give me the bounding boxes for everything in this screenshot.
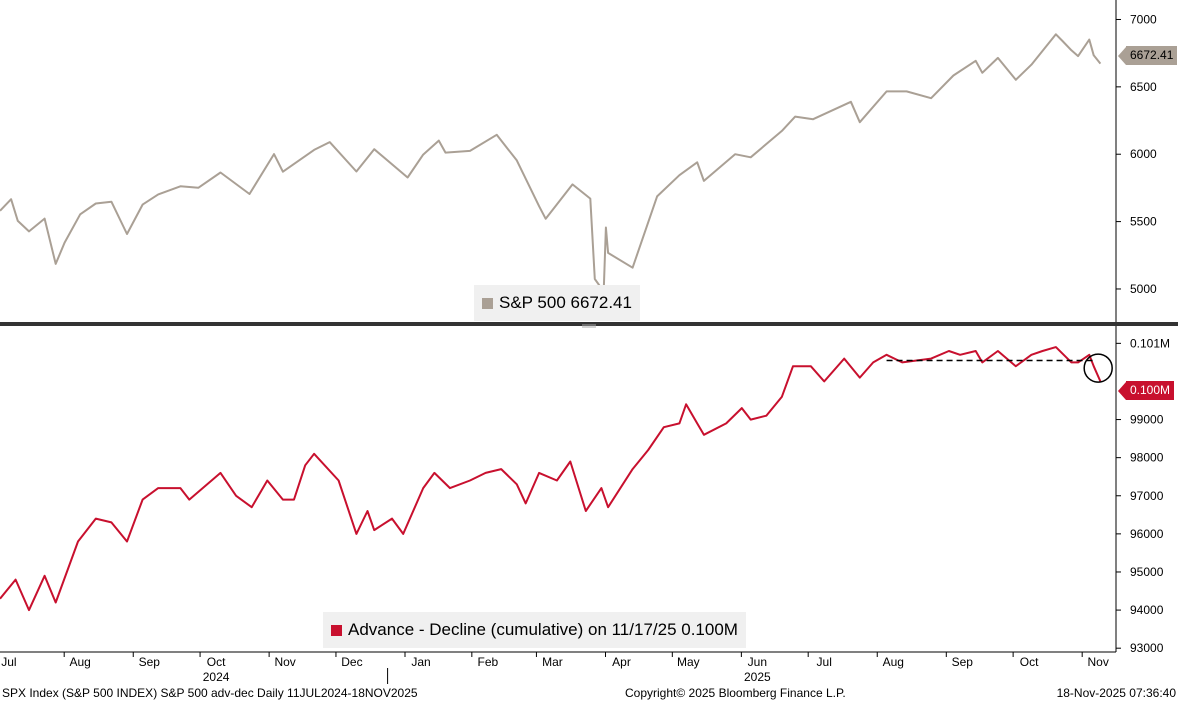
ad-y-tick-label: 99000: [1130, 413, 1164, 427]
x-tick-label-month: Jul: [1, 655, 16, 669]
ad-last-value-tag: 0.100M: [1126, 381, 1175, 400]
ad-y-tick-label: 0.101M: [1130, 336, 1170, 350]
x-tick-label-month: Jan: [411, 655, 430, 669]
x-tick-label-month: Mar: [542, 655, 563, 669]
x-tick-label-month: Nov: [1088, 655, 1109, 669]
x-tick-label-year: 2024: [203, 670, 230, 684]
footer-timestamp: 18-Nov-2025 07:36:40: [1056, 686, 1176, 700]
ad-y-tick-label: 98000: [1130, 451, 1164, 465]
spx-y-tick-label: 7000: [1130, 12, 1157, 26]
ad-last-value-pointer: [1118, 382, 1126, 400]
spx-y-tick-label: 6000: [1130, 147, 1157, 161]
x-tick-label-month: Dec: [341, 655, 362, 669]
x-tick-label-month: Oct: [207, 655, 226, 669]
x-tick-label-month: Feb: [477, 655, 498, 669]
spx-legend-text: S&P 500 6672.41: [499, 293, 632, 312]
ad-legend-swatch: [331, 624, 342, 636]
spx-legend-swatch: [482, 297, 493, 309]
ad-legend-text: Advance - Decline (cumulative) on 11/17/…: [348, 620, 738, 639]
x-tick-label-month: Oct: [1020, 655, 1039, 669]
x-tick-label-month: Jun: [748, 655, 767, 669]
ad-y-tick-label: 94000: [1130, 603, 1164, 617]
ad-legend: Advance - Decline (cumulative) on 11/17/…: [323, 612, 746, 648]
x-tick-label-month: Apr: [612, 655, 631, 669]
footer-copyright: Copyright© 2025 Bloomberg Finance L.P.: [625, 686, 846, 700]
highlight-circle: [1083, 353, 1113, 383]
spx-y-tick-label: 5500: [1130, 215, 1157, 229]
x-tick-label-year: 2025: [744, 670, 771, 684]
ad-series-line: [0, 346, 1102, 612]
x-tick-label-month: Jul: [817, 655, 832, 669]
x-tick-label-month: Sep: [952, 655, 974, 669]
ad-y-tick-label: 97000: [1130, 489, 1164, 503]
x-tick-label-month: May: [677, 655, 700, 669]
x-tick-label-month: Aug: [883, 655, 904, 669]
spx-last-value-pointer: [1118, 47, 1126, 65]
x-tick-label-month: Sep: [139, 655, 161, 669]
x-tick-label-month: Aug: [70, 655, 91, 669]
spx-y-tick-label: 6500: [1130, 80, 1157, 94]
spx-series-line: [0, 33, 1102, 293]
panel-divider: [0, 322, 1178, 326]
ad-y-tick-label: 93000: [1130, 641, 1164, 655]
spx-y-tick-label: 5000: [1130, 282, 1157, 296]
spx-legend: S&P 500 6672.41: [474, 285, 640, 321]
spx-last-value-tag: 6672.41: [1126, 46, 1178, 65]
footer-source: SPX Index (S&P 500 INDEX) S&P 500 adv-de…: [2, 686, 418, 700]
x-tick-label-month: Nov: [274, 655, 295, 669]
ad-y-tick-label: 96000: [1130, 527, 1164, 541]
ad-y-tick-label: 95000: [1130, 565, 1164, 579]
